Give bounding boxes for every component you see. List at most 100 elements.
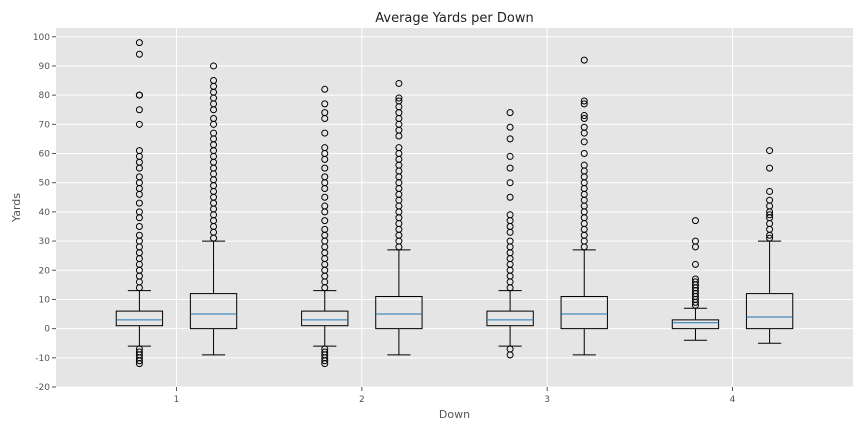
outlier-point: [766, 211, 774, 219]
outlier-point: [135, 208, 143, 216]
outlier-point: [580, 150, 588, 158]
y-tick-label: 100: [33, 33, 50, 43]
outlier-point: [321, 100, 329, 108]
outlier-point: [135, 147, 143, 155]
y-tick-label: 10: [39, 295, 51, 305]
outlier-point: [321, 357, 329, 365]
outlier-point: [395, 97, 403, 105]
outlier-point: [321, 85, 329, 93]
outlier-point: [506, 193, 514, 201]
outlier-point: [580, 161, 588, 169]
y-tick-label: 90: [39, 62, 51, 72]
y-axis-label: Yards: [10, 193, 23, 223]
box-body: [560, 296, 608, 330]
x-tick-label: 1: [174, 395, 180, 405]
outlier-point: [135, 39, 143, 47]
outlier-point: [135, 357, 143, 365]
box-body: [486, 310, 534, 327]
outlier-point: [135, 360, 143, 368]
outlier-point: [506, 123, 514, 131]
chart-title: Average Yards per Down: [375, 11, 533, 26]
outlier-point: [321, 225, 329, 233]
outlier-point: [691, 217, 699, 225]
y-tick-label: 40: [39, 208, 51, 218]
outlier-point: [506, 152, 514, 160]
outlier-point: [321, 193, 329, 201]
outlier-point: [506, 351, 514, 359]
outlier-point: [691, 278, 699, 286]
box-down-1-1: [115, 39, 164, 368]
box-body: [375, 296, 423, 330]
box-down-2-2: [375, 79, 423, 356]
box-down-3-1: [486, 109, 534, 359]
outlier-point: [135, 173, 143, 181]
plot-background: [56, 28, 853, 387]
outlier-point: [691, 237, 699, 245]
outlier-point: [210, 114, 218, 122]
outlier-point: [210, 62, 218, 70]
outlier-point: [506, 211, 514, 219]
outlier-point: [766, 196, 774, 204]
box-body: [115, 310, 164, 327]
outlier-point: [321, 202, 329, 210]
y-tick-label: -20: [35, 383, 50, 393]
box-body: [745, 293, 794, 330]
outlier-point: [506, 237, 514, 245]
box-down-4-1: [671, 217, 720, 341]
outlier-point: [580, 56, 588, 64]
outlier-point: [580, 97, 588, 105]
y-tick-label: 50: [39, 179, 51, 189]
y-tick-label: 60: [39, 150, 51, 160]
box-down-3-2: [560, 56, 608, 356]
outlier-point: [766, 147, 774, 155]
outlier-point: [135, 106, 143, 114]
outlier-point: [135, 120, 143, 128]
outlier-point: [766, 187, 774, 195]
outlier-point: [321, 144, 329, 152]
outlier-point: [395, 144, 403, 152]
x-axis-label: Down: [439, 408, 470, 421]
outlier-point: [506, 109, 514, 117]
y-axis-ticks: -20 -10 0 10 20 30 40 50 60 70 80 90 100: [33, 33, 56, 393]
x-axis-ticks: 1 2 3 4: [174, 387, 736, 405]
outlier-point: [321, 173, 329, 181]
outlier-point: [506, 135, 514, 143]
outlier-point: [321, 109, 329, 117]
x-tick-label: 2: [359, 395, 365, 405]
outlier-point: [580, 100, 588, 108]
outlier-point: [766, 234, 774, 242]
outlier-point: [321, 129, 329, 137]
outlier-point: [506, 164, 514, 172]
y-tick-label: 30: [39, 237, 51, 247]
y-tick-label: -10: [35, 354, 50, 364]
box-down-1-2: [189, 62, 238, 356]
outlier-point: [210, 77, 218, 85]
outlier-point: [395, 94, 403, 102]
outlier-point: [135, 91, 143, 99]
box-down-4-2: [745, 147, 794, 344]
outlier-point: [135, 222, 143, 230]
outlier-point: [321, 217, 329, 225]
box-series: [115, 39, 794, 368]
y-tick-label: 0: [44, 325, 50, 335]
outlier-point: [691, 275, 699, 283]
outlier-point: [766, 164, 774, 172]
box-body: [189, 293, 238, 330]
grid-lines: [56, 28, 853, 388]
outlier-point: [395, 79, 403, 87]
x-tick-label: 3: [544, 395, 550, 405]
box-body: [671, 319, 720, 330]
outlier-point: [580, 114, 588, 122]
x-tick-label: 4: [730, 395, 736, 405]
outlier-point: [506, 179, 514, 187]
y-tick-label: 20: [39, 266, 51, 276]
outlier-point: [210, 129, 218, 137]
outlier-point: [580, 112, 588, 120]
outlier-point: [580, 138, 588, 146]
outlier-point: [135, 50, 143, 58]
outlier-point: [135, 231, 143, 239]
y-tick-label: 80: [39, 91, 51, 101]
outlier-point: [135, 199, 143, 207]
box-body: [301, 310, 349, 327]
